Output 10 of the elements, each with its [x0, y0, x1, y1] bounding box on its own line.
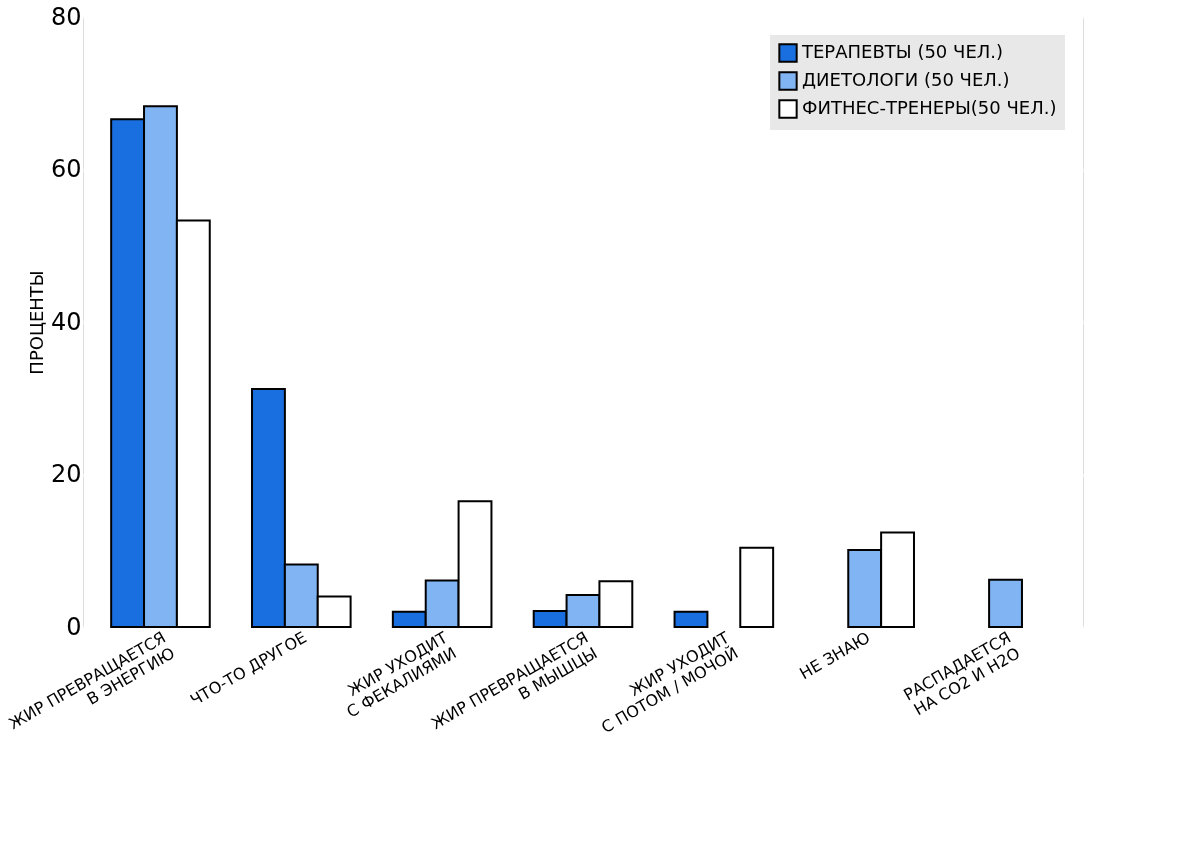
y-tick-label: 80	[50, 2, 82, 31]
bar	[988, 578, 1023, 628]
bar	[673, 610, 709, 628]
legend-label: ДИЕТОЛОГИ (50 ЧЕЛ.)	[802, 69, 1010, 90]
y-tick-label: 60	[50, 155, 82, 183]
y-tick-label: 20	[50, 460, 82, 488]
y-tick-label: 40	[50, 307, 82, 336]
legend-label: ФИТНЕС-ТРЕНЕРЫ(50 ЧЕЛ.)	[802, 97, 1057, 118]
y-axis-title: ПРОЦЕНТЫ	[25, 270, 47, 375]
legend-label: ТЕРАПЕВТЫ (50 ЧЕЛ.)	[801, 41, 1004, 62]
